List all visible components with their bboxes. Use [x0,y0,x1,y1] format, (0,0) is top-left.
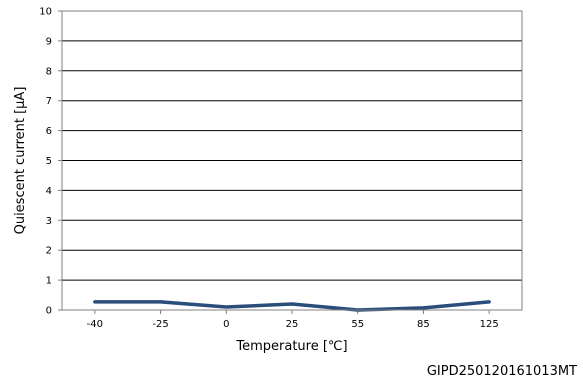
x-tick-label: 0 [223,319,229,330]
grid-lines [62,40,522,281]
x-tick-label: -40 [87,319,103,330]
x-tick-label: 25 [286,319,299,330]
y-tick-label: 4 [46,186,52,197]
plot-frame [61,10,523,311]
y-tick-label: 5 [46,156,52,167]
y-axis-label: Quiescent current [μA] [13,87,28,235]
y-tick-label: 0 [46,306,52,317]
figure-id: GIPD250120161013MT [427,364,577,379]
x-tick-label: 55 [351,319,364,330]
series-lines [93,300,491,312]
y-tick-label: 10 [39,7,52,18]
y-axis-ticks: 0 1 2 3 4 5 6 7 8 9 10 [39,7,62,317]
x-tick-label: -25 [152,319,168,330]
x-tick-label: 85 [417,319,430,330]
y-tick-label: 2 [46,246,52,257]
x-axis-label: Temperature [℃] [235,339,347,354]
y-tick-label: 1 [46,276,52,287]
series-line [93,300,491,312]
y-tick-label: 6 [46,126,52,137]
y-tick-label: 3 [46,216,52,227]
y-tick-label: 9 [46,36,52,47]
y-tick-label: 8 [46,66,52,77]
x-axis-ticks: -40 -25 0 25 55 85 125 [87,310,499,330]
x-tick-label: 125 [480,319,499,330]
y-tick-label: 7 [46,96,52,107]
